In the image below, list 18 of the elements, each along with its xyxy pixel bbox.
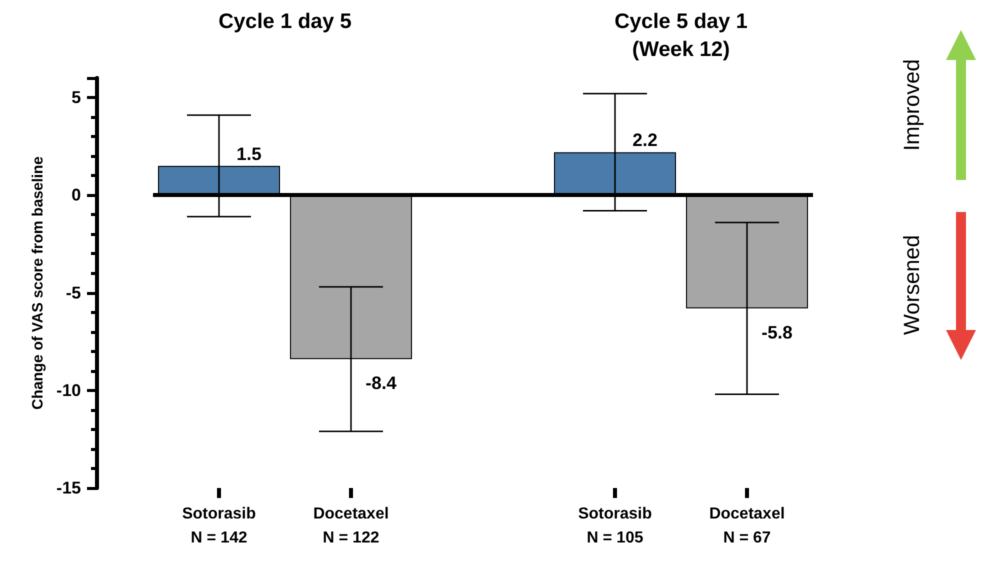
data-label: -5.8	[761, 322, 793, 342]
text: Cycle 5 day 1 (Week 12)	[613, 9, 749, 63]
data-label: 2.2	[632, 130, 658, 150]
x-tick-label: Sotorasib N = 105	[578, 506, 652, 546]
data-label: -8.4	[365, 373, 397, 394]
data-label: 1.5	[236, 144, 262, 164]
y-tick-label: -5	[66, 283, 81, 302]
text: Improved	[898, 59, 925, 151]
y-tick-label: -10	[56, 380, 81, 400]
text: Cycle 1 day 5	[217, 9, 353, 35]
x-tick-label: Sotorasib N = 142	[182, 506, 256, 546]
x-tick-label: Docetaxel N = 122	[313, 506, 389, 546]
x-tick-label: Docetaxel N = 67	[709, 506, 785, 546]
y-tick-label: 0	[72, 186, 81, 205]
y-tick-label: 5	[72, 88, 81, 108]
y-axis-title: Change of VAS score from baseline	[30, 156, 47, 410]
y-tick-label: -15	[56, 478, 81, 498]
text: Worsened	[898, 235, 925, 335]
